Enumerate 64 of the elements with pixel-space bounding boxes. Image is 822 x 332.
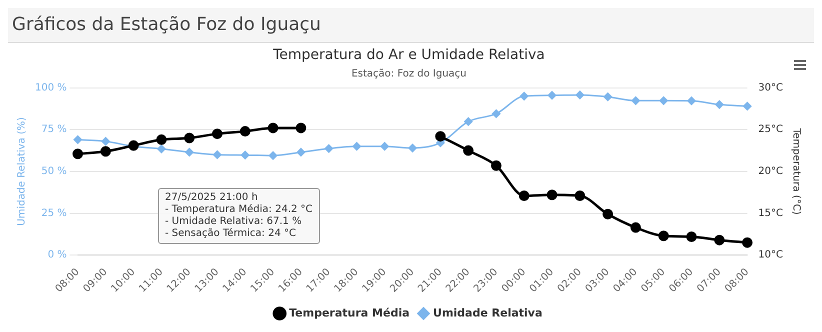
y2-tick-label: 20°C	[758, 166, 784, 178]
y-tick-label: 25 %	[41, 208, 67, 219]
y2-tick-label: 30°C	[758, 82, 784, 94]
point	[296, 148, 306, 156]
point	[213, 150, 222, 159]
y-tick-label: 100 %	[34, 82, 67, 94]
legend-label: Temperatura Média	[289, 306, 410, 320]
y2-tick-label: 25°C	[758, 124, 784, 136]
point	[602, 208, 614, 220]
point	[576, 90, 584, 100]
point	[631, 96, 640, 105]
point	[212, 128, 222, 140]
point	[74, 135, 82, 144]
point	[464, 117, 473, 126]
point	[743, 102, 752, 110]
point	[546, 190, 558, 200]
point	[435, 131, 446, 142]
point	[184, 132, 195, 144]
point	[268, 122, 278, 134]
point	[687, 96, 696, 106]
point	[715, 100, 724, 109]
point	[520, 92, 528, 100]
y-axis-title: Umidade Relativa (%)	[16, 116, 28, 226]
y-tick-label: 0 %	[48, 250, 67, 261]
point	[352, 142, 361, 151]
y2-tick-label: 10°C	[758, 250, 784, 261]
legend-label: Umidade Relativa	[433, 306, 542, 320]
point	[101, 137, 110, 146]
point	[548, 91, 556, 100]
annotation: - Temperatura Média: 24.2 °C	[165, 204, 313, 216]
point	[240, 126, 250, 137]
point	[100, 146, 111, 157]
point	[518, 190, 530, 201]
annotation: - Umidade Relativa: 67.1 %	[165, 216, 303, 228]
point	[604, 92, 612, 102]
point	[463, 145, 474, 156]
annotation: - Sensação Térmica: 24 °C	[165, 228, 297, 240]
point	[490, 160, 502, 171]
point	[574, 190, 586, 201]
point	[324, 144, 334, 153]
point	[156, 134, 167, 145]
text: Gráficos da Estação Foz do Iguaçu	[8, 8, 814, 43]
y2-tick-label: 15°C	[758, 208, 784, 219]
y-tick-label: 75 %	[41, 124, 67, 136]
point	[268, 151, 278, 160]
point	[408, 144, 417, 152]
point	[380, 142, 389, 151]
point	[72, 148, 84, 160]
point	[630, 222, 641, 233]
point	[714, 234, 725, 246]
y2-axis-title: Temperatura (°C)	[790, 127, 802, 215]
y-tick-label: 50 %	[41, 166, 67, 178]
point	[658, 230, 669, 242]
chart-subtitle: Estação: Foz do Iguaçu	[351, 68, 467, 80]
point	[240, 150, 250, 160]
point	[492, 109, 500, 118]
annotation: 27/5/2025 21:00 h	[165, 192, 259, 204]
point	[742, 237, 753, 248]
point	[659, 96, 668, 105]
point	[686, 231, 697, 242]
point	[185, 148, 194, 156]
chart-title: Temperatura do Ar e Umidade Relativa	[272, 47, 545, 64]
point	[296, 122, 306, 134]
point	[157, 144, 166, 154]
